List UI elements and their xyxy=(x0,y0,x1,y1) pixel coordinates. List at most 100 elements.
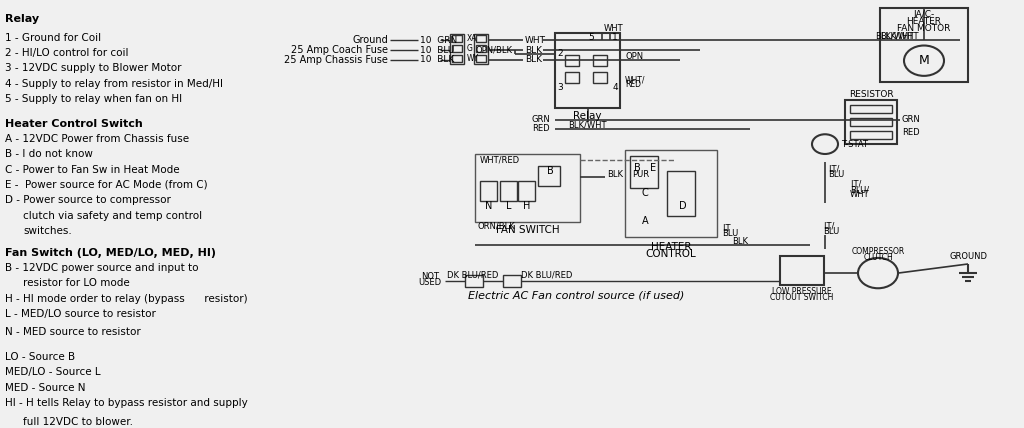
Text: A - 12VDC Power from Chassis fuse: A - 12VDC Power from Chassis fuse xyxy=(5,134,189,144)
Text: Fan Switch (LO, MED/LO, MED, HI): Fan Switch (LO, MED/LO, MED, HI) xyxy=(5,247,216,258)
Text: GRN: GRN xyxy=(531,116,550,125)
Text: OPN/BLK: OPN/BLK xyxy=(476,45,513,54)
Text: H - HI mode order to relay (bypass      resistor): H - HI mode order to relay (bypass resis… xyxy=(5,294,248,303)
Text: G: G xyxy=(467,44,473,53)
Text: COMPRESSOR: COMPRESSOR xyxy=(851,247,904,256)
Bar xyxy=(476,55,486,62)
Bar xyxy=(593,55,607,66)
Text: Heater Control Switch: Heater Control Switch xyxy=(5,119,142,128)
Text: Relay: Relay xyxy=(573,111,602,121)
Bar xyxy=(850,131,892,139)
Text: LO - Source B: LO - Source B xyxy=(5,352,75,362)
Text: WHT/RED: WHT/RED xyxy=(480,155,520,164)
Text: BLU: BLU xyxy=(722,229,738,238)
Text: WHT: WHT xyxy=(850,190,869,199)
Text: HI - H tells Relay to bypass resistor and supply: HI - H tells Relay to bypass resistor an… xyxy=(5,398,248,408)
Text: BLK: BLK xyxy=(525,45,542,54)
Text: BLU: BLU xyxy=(828,170,844,179)
Text: C: C xyxy=(642,188,648,199)
Text: 1 - Ground for Coil: 1 - Ground for Coil xyxy=(5,33,101,42)
Bar xyxy=(474,34,488,65)
Text: B: B xyxy=(547,166,553,175)
Text: 1: 1 xyxy=(612,33,617,42)
Text: 25 Amp Chassis Fuse: 25 Amp Chassis Fuse xyxy=(284,55,388,65)
Text: switches.: switches. xyxy=(23,226,72,236)
Bar xyxy=(780,256,824,285)
Text: NOT: NOT xyxy=(421,272,439,281)
Text: LT/: LT/ xyxy=(850,180,861,189)
Bar xyxy=(555,33,620,108)
Text: B - 12VDC power source and input to: B - 12VDC power source and input to xyxy=(5,263,199,273)
Text: clutch via safety and temp control: clutch via safety and temp control xyxy=(23,211,202,221)
Text: H: H xyxy=(523,201,530,211)
Text: GRN: GRN xyxy=(902,116,921,125)
Text: MED - Source N: MED - Source N xyxy=(5,383,85,393)
Text: LT: LT xyxy=(722,224,730,233)
Text: WY: WY xyxy=(467,54,479,63)
Bar xyxy=(845,100,897,144)
Text: 3: 3 xyxy=(557,83,563,92)
Bar xyxy=(518,181,535,201)
Bar xyxy=(625,150,717,238)
Text: RED: RED xyxy=(532,125,550,134)
Text: resistor for LO mode: resistor for LO mode xyxy=(23,278,130,288)
Text: Ground: Ground xyxy=(352,35,388,45)
Text: DK BLU/RED: DK BLU/RED xyxy=(521,271,572,280)
Bar xyxy=(503,275,521,287)
Text: B - I do not know: B - I do not know xyxy=(5,149,93,159)
Text: M: M xyxy=(919,54,930,67)
Text: CLUTCH: CLUTCH xyxy=(863,253,893,262)
Text: FAN SWITCH: FAN SWITCH xyxy=(496,225,559,235)
Text: N: N xyxy=(485,201,493,211)
Text: WHT: WHT xyxy=(525,36,546,45)
Bar xyxy=(667,171,695,216)
Text: LOW PRESSURE: LOW PRESSURE xyxy=(772,287,831,296)
Text: T-STAT: T-STAT xyxy=(841,140,868,149)
Bar xyxy=(565,55,579,66)
Bar xyxy=(476,45,486,52)
Text: MED/LO - Source L: MED/LO - Source L xyxy=(5,367,100,377)
Text: L - MED/LO source to resistor: L - MED/LO source to resistor xyxy=(5,309,156,319)
Text: LT/: LT/ xyxy=(823,222,835,231)
Bar xyxy=(450,34,464,65)
Bar xyxy=(500,181,517,201)
Text: 10  BLU: 10 BLU xyxy=(420,45,455,54)
Text: C - Power to Fan Sw in Heat Mode: C - Power to Fan Sw in Heat Mode xyxy=(5,165,179,175)
Text: HEATER: HEATER xyxy=(650,241,691,252)
Text: full 12VDC to blower.: full 12VDC to blower. xyxy=(23,416,133,427)
Text: BLK: BLK xyxy=(732,237,748,246)
Bar xyxy=(452,35,462,42)
Text: CUTOUT SWITCH: CUTOUT SWITCH xyxy=(770,293,834,302)
Text: B: B xyxy=(634,163,640,172)
Bar xyxy=(476,35,486,42)
Bar xyxy=(465,275,483,287)
Text: BLK: BLK xyxy=(607,170,623,179)
Text: BLU/: BLU/ xyxy=(850,185,869,194)
Text: 10  BLK: 10 BLK xyxy=(420,56,455,65)
Text: D - Power source to compressor: D - Power source to compressor xyxy=(5,195,171,205)
Text: BLK: BLK xyxy=(525,56,542,65)
Text: BLU: BLU xyxy=(823,227,840,236)
Text: 10  GRN: 10 GRN xyxy=(420,36,458,45)
Text: L: L xyxy=(506,201,512,211)
Text: PUR: PUR xyxy=(632,170,649,179)
Text: 5 - Supply to relay when fan on HI: 5 - Supply to relay when fan on HI xyxy=(5,94,182,104)
Text: DK BLU/RED: DK BLU/RED xyxy=(447,271,499,280)
Text: E: E xyxy=(650,163,656,172)
Text: OPN: OPN xyxy=(625,52,643,61)
Text: GROUND: GROUND xyxy=(949,252,987,261)
Text: CONTROL: CONTROL xyxy=(645,249,696,259)
Text: 4: 4 xyxy=(612,83,617,92)
Text: WHT: WHT xyxy=(604,24,624,33)
Bar xyxy=(480,181,497,201)
Bar xyxy=(880,8,968,82)
Bar xyxy=(593,72,607,83)
Bar xyxy=(565,72,579,83)
Text: 2: 2 xyxy=(557,49,563,58)
Text: USED: USED xyxy=(419,279,441,288)
Text: RED: RED xyxy=(902,128,920,137)
Text: 3 - 12VDC supply to Blower Motor: 3 - 12VDC supply to Blower Motor xyxy=(5,63,181,73)
Text: BLK/WHT: BLK/WHT xyxy=(880,32,919,41)
Bar xyxy=(452,55,462,62)
Text: BLK/WHT: BLK/WHT xyxy=(874,32,913,41)
